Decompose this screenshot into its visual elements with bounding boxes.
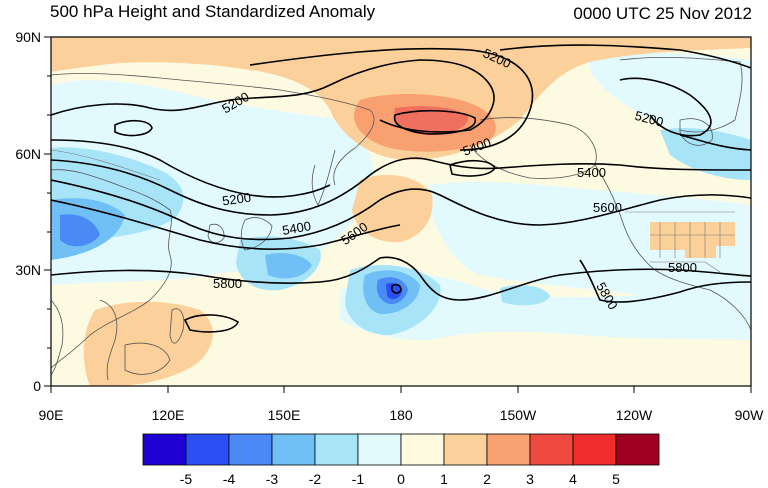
- colorbar-swatch: [142, 433, 187, 466]
- contour-5400-loop: [449, 159, 496, 177]
- contour-5200-canada: [619, 77, 712, 137]
- colorbar-tick-label: -3: [266, 471, 279, 487]
- contour-5200-low: [393, 109, 476, 135]
- colorbar-tick-label: 1: [440, 471, 448, 487]
- lat-tick-label: 90N: [15, 29, 41, 45]
- contour-label: 5400: [577, 165, 606, 180]
- lon-tick-label: 150E: [268, 407, 301, 423]
- colorbar-tick-label: -5: [180, 471, 193, 487]
- anomaly-fill: [265, 253, 312, 279]
- contour-5200-asia: [51, 139, 331, 198]
- anomaly-fill: [352, 175, 433, 243]
- border-us-mexico: [650, 261, 721, 273]
- contour-5800: [51, 256, 751, 301]
- coast-india: [51, 299, 64, 376]
- contour-5600: [51, 179, 751, 241]
- coast-korea: [207, 223, 225, 244]
- contour-label: 5200: [633, 108, 665, 130]
- contour-5200-ring: [249, 47, 534, 151]
- contour-label: 5600: [593, 200, 622, 215]
- lon-tick-label: 150W: [500, 407, 537, 423]
- contour-5200-low: [114, 119, 153, 137]
- colorbar-swatch: [228, 433, 273, 466]
- colorbar-swatch: [357, 433, 402, 466]
- coast-philippines: [169, 308, 185, 344]
- coast-asia-east: [51, 169, 172, 369]
- colorbar-tick-label: 2: [483, 471, 491, 487]
- lon-tick-label: 90W: [735, 407, 765, 423]
- anomaly-fill: [386, 282, 402, 300]
- colorbar-swatch: [400, 433, 445, 466]
- coast-indochina: [99, 299, 118, 381]
- border-china: [51, 149, 161, 181]
- colorbar-tick-label: -2: [309, 471, 322, 487]
- anomaly-fill: [500, 285, 550, 306]
- coast-hudson: [679, 118, 713, 146]
- longitude-axis: [50, 386, 752, 393]
- political-boundaries: [51, 149, 735, 273]
- map-title: 500 hPa Height and Standardized Anomaly: [50, 2, 376, 21]
- colorbar-tick-label: -1: [352, 471, 365, 487]
- colorbar-swatch: [486, 433, 531, 466]
- anomaly-fill: [340, 274, 751, 341]
- lon-tick-label: 90E: [39, 407, 64, 423]
- lon-tick-label: 120E: [152, 407, 185, 423]
- contour-label: 5800: [213, 276, 242, 291]
- plot-area: 5200 5200 5200 5200 5400 5400 5400 5600 …: [51, 37, 751, 386]
- colorbar-tick-label: 4: [569, 471, 577, 487]
- coast-borneo: [124, 342, 171, 375]
- height-contours: [51, 44, 751, 333]
- anomaly-fill: [60, 105, 170, 130]
- lat-tick-label: 30N: [15, 262, 41, 278]
- colorbar-labels: -5 -4 -3 -2 -1 0 1 2 3 4 5: [180, 471, 620, 487]
- contour-5800-pac: [579, 259, 751, 303]
- contour-low-center: [391, 283, 402, 294]
- coast-canada: [619, 56, 743, 133]
- colorbar-swatch: [314, 433, 359, 466]
- contour-5800-loop: [183, 314, 239, 333]
- coast-siberia: [51, 73, 375, 186]
- colorbar-swatch: [529, 433, 574, 466]
- lat-tick-label: 0: [33, 378, 41, 394]
- lat-tick-label: 60N: [15, 146, 41, 162]
- colorbar-swatch: [271, 433, 316, 466]
- lon-tick-label: 120W: [616, 407, 653, 423]
- contour-5200-east: [499, 44, 751, 69]
- colorbar-swatch: [615, 433, 660, 466]
- anomaly-fill: [660, 128, 751, 180]
- contour-label: 5200: [221, 190, 252, 209]
- coast-japan: [240, 217, 273, 251]
- colorbar-tick-label: 3: [526, 471, 534, 487]
- colorbar-tick-label: 5: [612, 471, 620, 487]
- colorbar: [142, 433, 660, 466]
- contour-label: 5800: [668, 260, 697, 275]
- anomaly-fill: [394, 106, 469, 135]
- colorbar-swatch: [443, 433, 488, 466]
- contour-labels: 5200 5200 5200 5200 5400 5400 5400 5600 …: [213, 45, 697, 312]
- lon-tick-label: 180: [389, 407, 413, 423]
- anomaly-fill: [430, 182, 751, 301]
- contour-5200: [51, 59, 495, 133]
- contour-5400-canada: [679, 134, 751, 151]
- contour-5400: [51, 157, 751, 216]
- colorbar-swatch: [572, 433, 617, 466]
- contour-label: 5400: [281, 218, 312, 238]
- contour-5600-b: [51, 199, 401, 250]
- anomaly-fill: [650, 222, 735, 258]
- positive-anomaly-shading: [51, 37, 751, 386]
- anomaly-fill: [60, 214, 100, 247]
- colorbar-tick-label: 0: [397, 471, 405, 487]
- latitude-axis: [44, 36, 51, 387]
- map-timestamp: 0000 UTC 25 Nov 2012: [573, 4, 752, 23]
- colorbar-tick-label: -4: [223, 471, 236, 487]
- colorbar-swatch: [185, 433, 230, 466]
- coast-kamchatka: [311, 149, 336, 206]
